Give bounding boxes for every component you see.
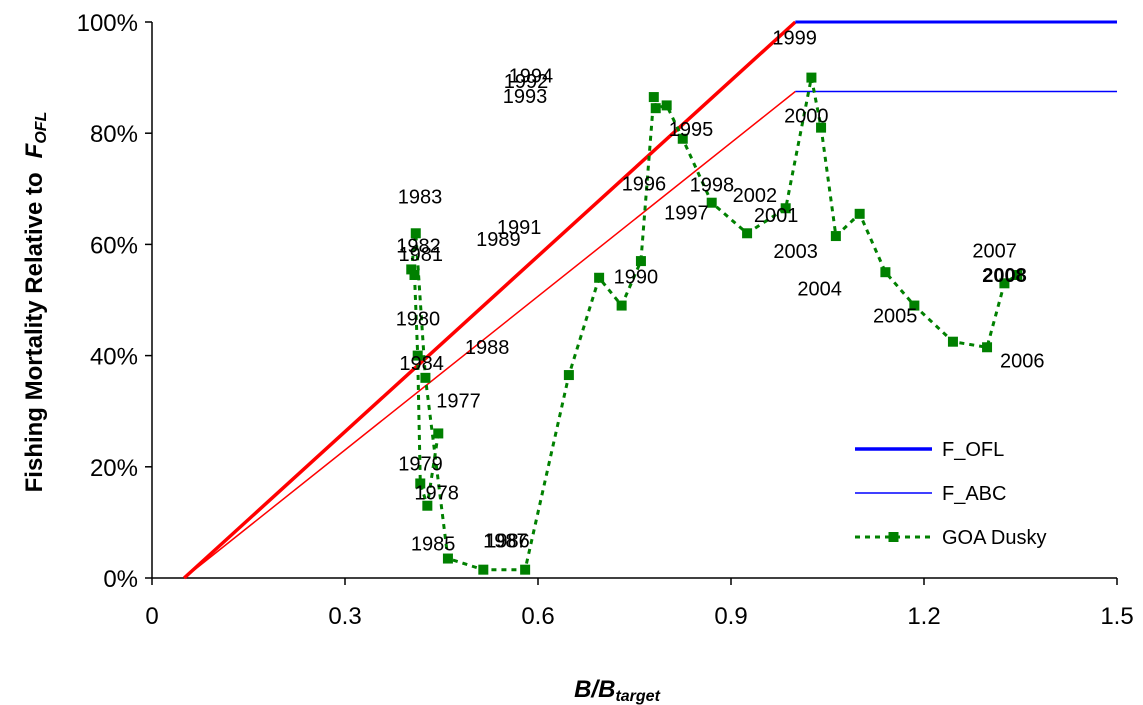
point-1989 — [594, 272, 605, 283]
point-1996 — [706, 197, 717, 208]
point-2006 — [982, 342, 993, 353]
f-ofl-ramp — [182, 20, 797, 580]
point-1998 — [780, 203, 791, 214]
point-2007 — [999, 278, 1010, 289]
point-1978 — [422, 500, 433, 511]
legend-label-f-abc: F_ABC — [942, 483, 1006, 505]
point-label-1978: 1978 — [414, 483, 459, 505]
point-1995 — [677, 133, 688, 144]
point-2000 — [816, 122, 827, 133]
axes — [145, 21, 1118, 585]
point-1983 — [410, 228, 421, 239]
point-label-1997: 1997 — [664, 202, 709, 224]
x-tick-label: 0 — [145, 603, 158, 630]
point-1977 — [433, 428, 444, 439]
x-tick-label: 1.5 — [1100, 603, 1133, 630]
point-label-2004: 2004 — [797, 279, 842, 301]
point-label-1987: 1987 — [483, 531, 527, 553]
legend-label-goa: GOA Dusky — [942, 527, 1046, 549]
point-label-1999: 1999 — [772, 28, 817, 50]
point-label-2002: 2002 — [733, 185, 778, 207]
point-label-1989: 1989 — [476, 229, 521, 251]
point-label-2005: 2005 — [873, 306, 918, 328]
point-1991 — [635, 256, 646, 267]
point-2004 — [909, 300, 920, 311]
series-goa — [406, 72, 1023, 575]
point-label-1988: 1988 — [465, 337, 510, 359]
point-label-1995: 1995 — [669, 119, 714, 141]
legend: F_OFL F_ABC GOA Dusky — [855, 439, 1046, 549]
point-label-2000: 2000 — [784, 106, 829, 128]
y-tick-label: 100% — [77, 10, 138, 37]
point-1987 — [520, 564, 531, 575]
point-label-2008: 2008 — [982, 265, 1027, 287]
y-tick-label: 40% — [90, 344, 138, 371]
point-1994 — [661, 100, 672, 111]
point-2008 — [1012, 269, 1023, 280]
point-1982 — [406, 264, 417, 275]
y-tick-label: 0% — [103, 566, 138, 593]
point-label-1980: 1980 — [396, 309, 441, 331]
y-tick-labels: 0% 20% 40% 60% 80% 100% — [77, 10, 138, 593]
legend-swatch-goa-marker — [888, 532, 899, 542]
point-1992 — [648, 92, 659, 103]
point-label-1996: 1996 — [622, 174, 667, 196]
point-1999 — [806, 72, 817, 83]
y-axis-title: Fishing Mortality Relative to FOFL — [21, 112, 50, 493]
y-axis-title-sub: OFL — [33, 112, 50, 144]
point-2001 — [830, 231, 841, 242]
point-label-1979: 1979 — [398, 453, 443, 475]
y-tick-label: 60% — [90, 232, 138, 259]
x-tick-label: 0.6 — [521, 603, 554, 630]
x-tick-label: 0.3 — [328, 603, 361, 630]
point-label-1982: 1982 — [396, 235, 441, 257]
point-1990 — [616, 300, 627, 311]
y-axis-title-main: Fishing Mortality Relative to — [21, 172, 48, 492]
point-label-1998: 1998 — [690, 174, 735, 196]
point-1993 — [650, 103, 661, 114]
x-axis-title-sub: target — [615, 688, 660, 705]
point-label-1986: 1986 — [485, 531, 529, 553]
point-label-1983: 1983 — [398, 186, 443, 208]
point-label-2007: 2007 — [972, 240, 1017, 262]
x-axis-title: B/Btarget — [574, 676, 660, 705]
point-label-1981: 1981 — [398, 244, 443, 266]
point-label-1990: 1990 — [614, 267, 659, 289]
point-1985 — [442, 553, 453, 564]
control-rules — [182, 20, 1117, 580]
y-tick-label: 20% — [90, 455, 138, 482]
point-label-1994: 1994 — [509, 65, 553, 87]
y-tick-label: 80% — [90, 121, 138, 148]
x-axis-title-main: B/B — [574, 676, 615, 703]
point-label-1991: 1991 — [497, 217, 542, 239]
point-1984 — [420, 372, 431, 383]
x-tick-labels: 0 0.3 0.6 0.9 1.2 1.5 — [145, 603, 1133, 630]
point-1981 — [409, 269, 420, 280]
point-2003 — [880, 267, 891, 278]
y-axis-title-italic: F — [21, 142, 48, 158]
point-label-1992: 1992 — [504, 71, 549, 93]
point-2002 — [854, 208, 865, 219]
point-1997 — [742, 228, 753, 239]
point-label-1993: 1993 — [503, 86, 547, 108]
x-tick-label: 1.2 — [907, 603, 940, 630]
point-2005 — [947, 336, 958, 347]
point-label-2006: 2006 — [1000, 350, 1044, 372]
point-1986 — [478, 564, 489, 575]
series-line-goa — [409, 77, 1019, 572]
legend-label-f-ofl: F_OFL — [942, 439, 1004, 461]
point-1980 — [412, 350, 423, 361]
x-tick-label: 0.9 — [714, 603, 747, 630]
point-1988 — [563, 370, 574, 381]
point-label-2003: 2003 — [773, 241, 818, 263]
point-1979 — [415, 478, 426, 489]
point-label-1985: 1985 — [411, 534, 456, 556]
f-abc-ramp — [183, 90, 796, 579]
point-label-2001: 2001 — [754, 205, 799, 227]
point-label-1977: 1977 — [436, 390, 481, 412]
point-label-1984: 1984 — [399, 353, 444, 375]
